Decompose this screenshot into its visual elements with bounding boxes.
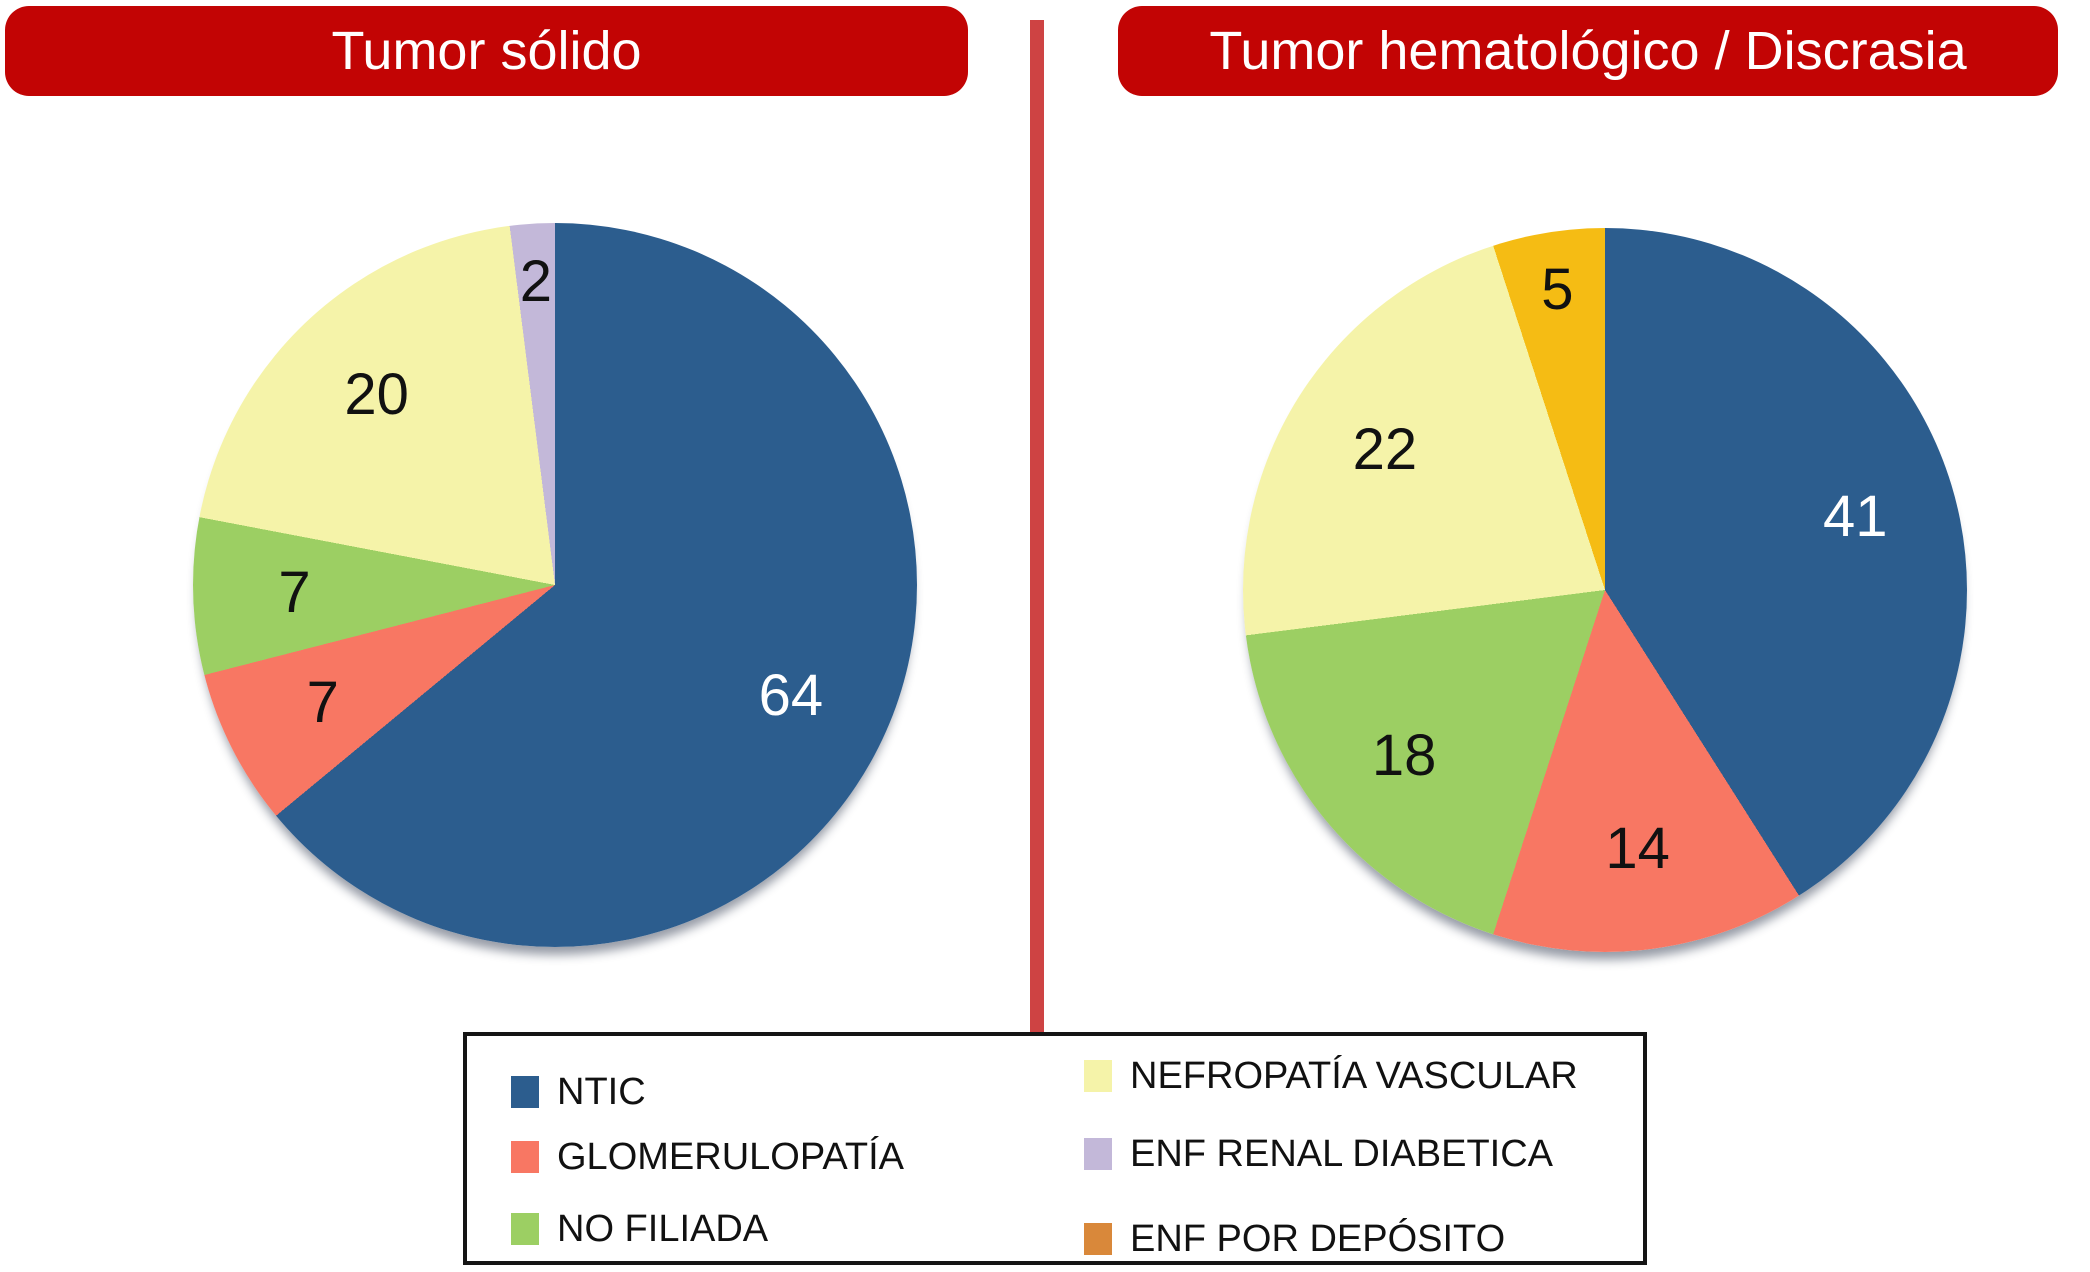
legend-swatch-no-filiada [511,1213,539,1245]
pie-slice-value: 22 [1352,417,1418,483]
vertical-divider [1030,20,1044,1032]
legend-label-glomerulopatia: GLOMERULOPATÍA [557,1135,904,1178]
panel-title-hematologic-tumor-label: Tumor hematológico / Discrasia [1209,21,1967,81]
pie-slice-value: 41 [1823,484,1888,550]
legend-label-no-filiada: NO FILIADA [557,1207,769,1250]
legend-box: NTIC GLOMERULOPATÍA NO FILIADA NEFROPATÍ… [463,1032,1647,1265]
pie-slice-value: 20 [344,362,409,427]
legend-label-ntic: NTIC [557,1070,646,1113]
panel-title-solid-tumor: Tumor sólido [5,6,968,96]
panel-title-hematologic-tumor: Tumor hematológico / Discrasia [1118,6,2058,96]
pie-slice-value: 2 [519,248,553,314]
legend-label-enf-por-deposito: ENF POR DEPÓSITO [1130,1217,1506,1260]
legend-item-glomerulopatia: GLOMERULOPATÍA [511,1135,904,1178]
pie-slice-value: 18 [1371,723,1437,789]
legend-label-nefropatia-vascular: NEFROPATÍA VASCULAR [1130,1054,1578,1097]
legend-item-no-filiada: NO FILIADA [511,1207,769,1250]
legend-item-enf-por-deposito: ENF POR DEPÓSITO [1084,1217,1506,1260]
legend-swatch-glomerulopatia [511,1141,539,1173]
legend-item-ntic: NTIC [511,1070,646,1113]
legend-item-enf-renal-diabetica: ENF RENAL DIABETICA [1084,1132,1554,1175]
legend-swatch-enf-renal-diabetica [1084,1138,1112,1170]
pie-slice-value: 14 [1605,815,1670,881]
legend-swatch-nefropatia-vascular [1084,1060,1112,1092]
pie-slice-value: 64 [758,662,824,728]
pie-slice-value: 7 [278,560,311,626]
legend-swatch-enf-por-deposito [1084,1223,1112,1255]
pie-chart-solid-tumor: 64 7 7 20 2 [193,223,917,947]
legend-item-nefropatia-vascular: NEFROPATÍA VASCULAR [1084,1054,1578,1097]
pie-slice-value: 5 [1541,256,1574,322]
legend-swatch-ntic [511,1076,539,1108]
panel-title-solid-tumor-label: Tumor sólido [331,21,642,81]
legend-label-enf-renal-diabetica: ENF RENAL DIABETICA [1130,1132,1554,1175]
pie-chart-hematologic-tumor: 41 14 18 22 5 [1243,228,1967,952]
pie-slice-value: 7 [306,670,339,736]
